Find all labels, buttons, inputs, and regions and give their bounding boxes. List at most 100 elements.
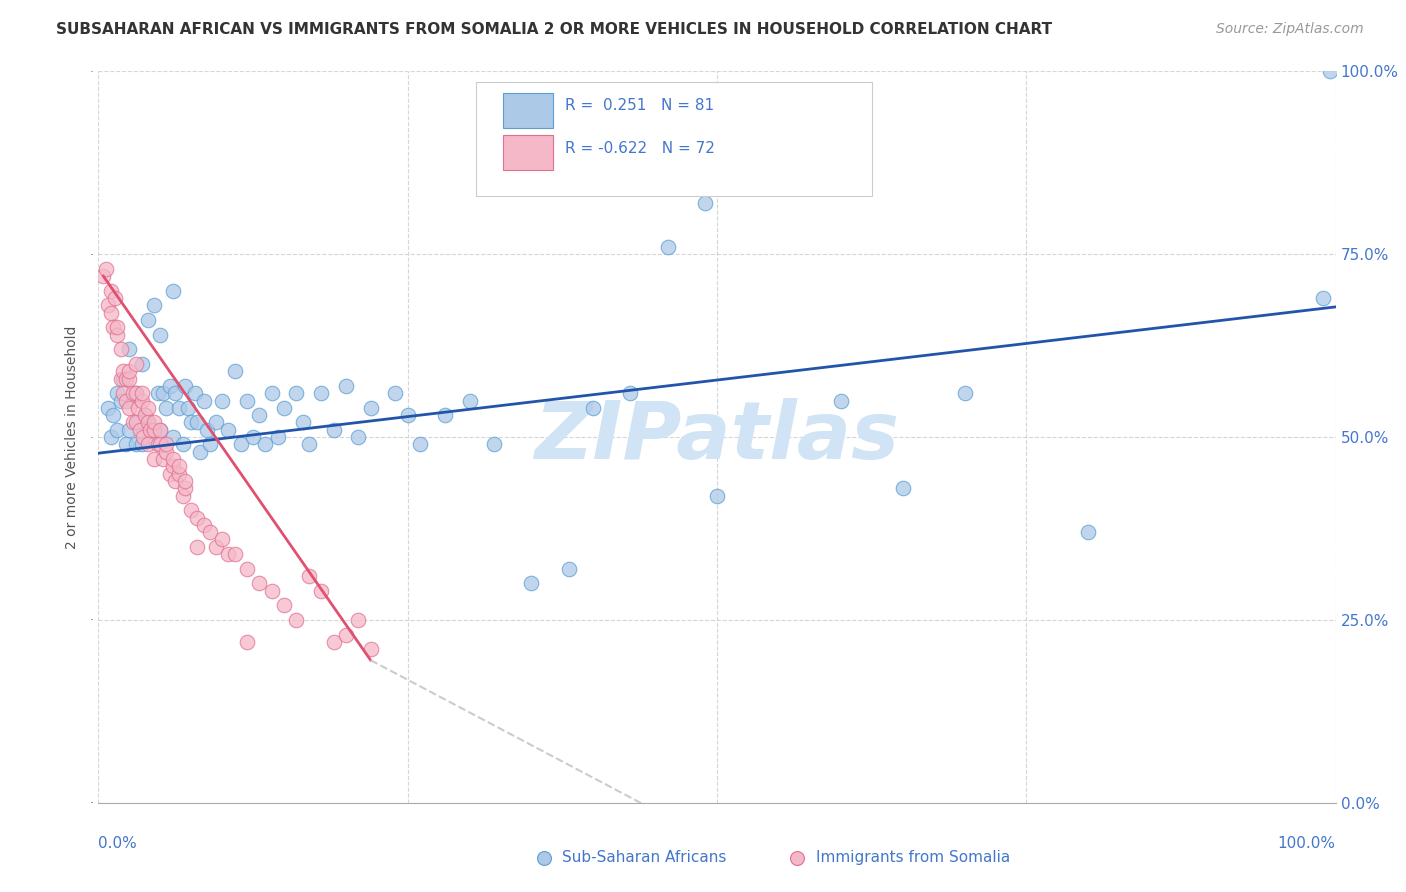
Point <box>97 401 120 415</box>
Point <box>211 393 233 408</box>
Text: Source: ZipAtlas.com: Source: ZipAtlas.com <box>1216 22 1364 37</box>
Point <box>285 613 308 627</box>
Point <box>188 444 211 458</box>
Point <box>143 452 166 467</box>
Point <box>247 576 270 591</box>
Point <box>136 416 159 430</box>
Point <box>260 386 283 401</box>
Point <box>149 437 172 451</box>
Point <box>174 481 197 495</box>
Point <box>205 540 228 554</box>
Point <box>347 613 370 627</box>
Point <box>211 533 233 547</box>
Point <box>143 423 166 437</box>
Point <box>143 298 166 312</box>
Point <box>124 416 146 430</box>
Point <box>273 599 295 613</box>
Point <box>619 386 641 401</box>
Point <box>224 547 246 561</box>
Point <box>162 452 184 467</box>
Point <box>217 547 239 561</box>
Point <box>198 525 221 540</box>
Point <box>129 423 152 437</box>
Point <box>706 489 728 503</box>
Text: Sub-Saharan Africans: Sub-Saharan Africans <box>562 850 727 865</box>
Point <box>186 540 208 554</box>
Point <box>298 569 321 583</box>
Point <box>335 627 357 641</box>
Point <box>162 430 184 444</box>
Point <box>139 423 162 437</box>
Point <box>124 386 146 401</box>
Point <box>124 386 146 401</box>
Text: 100.0%: 100.0% <box>1278 836 1336 851</box>
Point <box>236 635 259 649</box>
Point <box>217 423 239 437</box>
Text: R = -0.622   N = 72: R = -0.622 N = 72 <box>565 141 714 156</box>
Point <box>176 401 198 415</box>
Point <box>309 386 332 401</box>
Point <box>131 437 153 451</box>
Point <box>136 401 159 415</box>
Point <box>260 583 283 598</box>
Point <box>165 474 187 488</box>
Point <box>100 430 122 444</box>
Point <box>396 408 419 422</box>
Point <box>131 386 153 401</box>
Point <box>155 437 177 451</box>
Point <box>180 503 202 517</box>
Point <box>205 416 228 430</box>
Point <box>285 386 308 401</box>
Point <box>118 371 141 385</box>
Point <box>242 430 264 444</box>
Point <box>1319 64 1341 78</box>
Point <box>198 437 221 451</box>
Point <box>236 393 259 408</box>
Text: R =  0.251   N = 81: R = 0.251 N = 81 <box>565 98 714 113</box>
Point <box>360 401 382 415</box>
Point <box>557 562 579 576</box>
Point <box>347 430 370 444</box>
Point <box>97 298 120 312</box>
Point <box>131 393 153 408</box>
Point <box>152 452 174 467</box>
Point <box>520 576 543 591</box>
Point <box>136 313 159 327</box>
Point <box>112 386 135 401</box>
Point <box>1077 525 1099 540</box>
Point <box>180 416 202 430</box>
Point <box>105 386 128 401</box>
Text: ZIPatlas: ZIPatlas <box>534 398 900 476</box>
Point <box>186 510 208 524</box>
Point <box>155 444 177 458</box>
Point <box>127 416 149 430</box>
Point <box>122 386 145 401</box>
Point <box>94 261 117 276</box>
Point <box>110 343 132 357</box>
Point <box>384 386 406 401</box>
Point <box>174 474 197 488</box>
Point <box>298 437 321 451</box>
FancyBboxPatch shape <box>475 82 872 195</box>
Point <box>409 437 432 451</box>
Point <box>143 416 166 430</box>
Point <box>114 393 136 408</box>
Point <box>273 401 295 415</box>
Point <box>124 437 146 451</box>
Point <box>167 401 190 415</box>
Point <box>184 386 207 401</box>
Point <box>124 357 146 371</box>
Point <box>193 517 215 532</box>
Point <box>93 269 115 284</box>
Point <box>118 364 141 378</box>
Point <box>335 379 357 393</box>
Point <box>291 416 314 430</box>
Point <box>458 393 481 408</box>
Point <box>167 467 190 481</box>
Point <box>103 291 125 305</box>
Bar <box>503 93 553 128</box>
Point <box>139 423 162 437</box>
Text: Immigrants from Somalia: Immigrants from Somalia <box>815 850 1011 865</box>
Point <box>224 364 246 378</box>
Point <box>114 437 136 451</box>
